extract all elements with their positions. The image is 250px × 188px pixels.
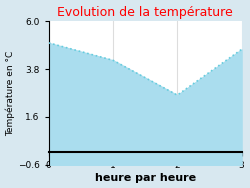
Title: Evolution de la température: Evolution de la température <box>57 6 233 19</box>
Y-axis label: Température en °C: Température en °C <box>6 50 15 136</box>
X-axis label: heure par heure: heure par heure <box>94 173 196 183</box>
